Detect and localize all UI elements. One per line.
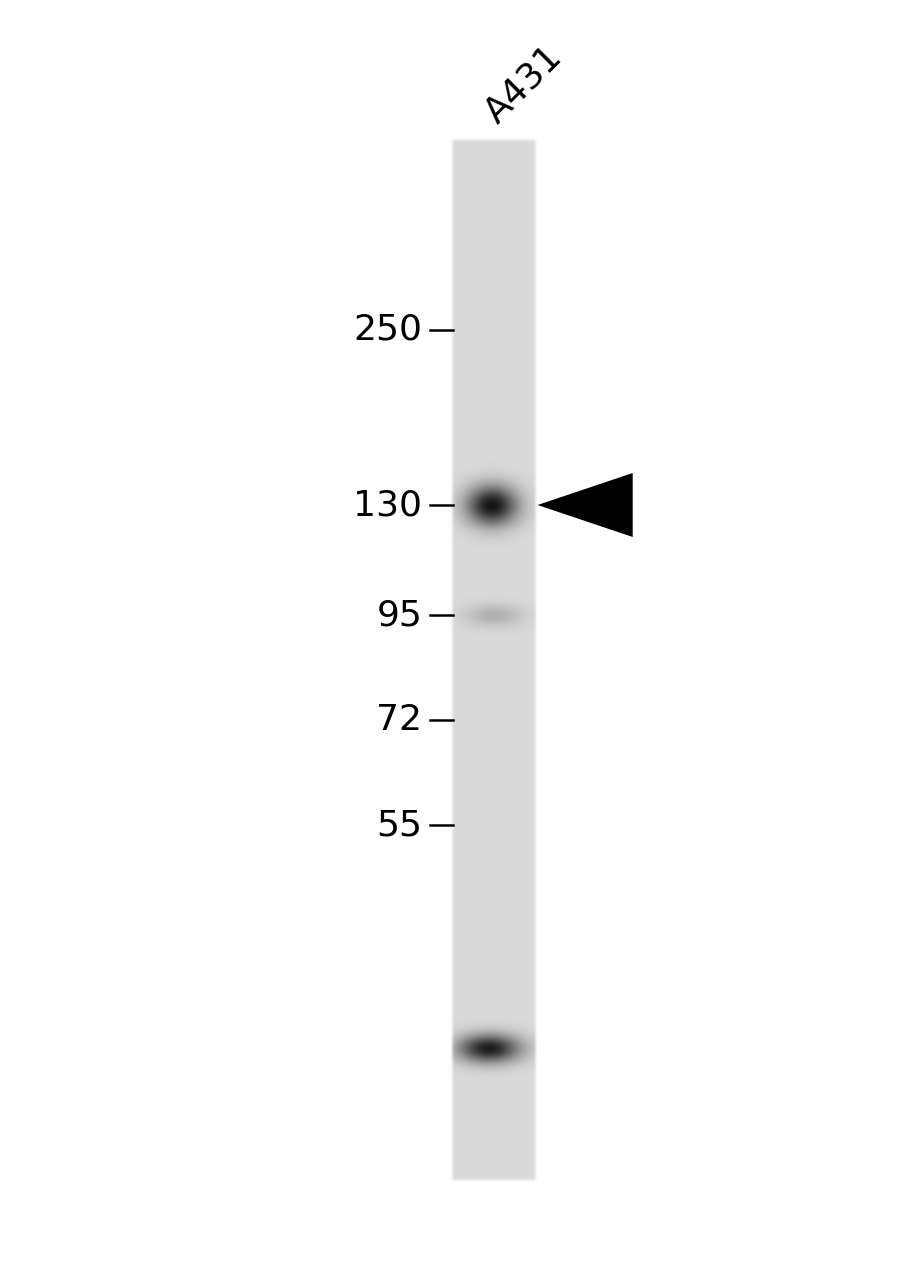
Text: 130: 130 [353,488,422,522]
Text: 55: 55 [376,808,422,842]
Text: 95: 95 [377,598,422,632]
Text: 72: 72 [376,703,422,737]
Text: 250: 250 [353,314,422,347]
Text: A431: A431 [478,40,568,131]
Polygon shape [537,474,632,538]
